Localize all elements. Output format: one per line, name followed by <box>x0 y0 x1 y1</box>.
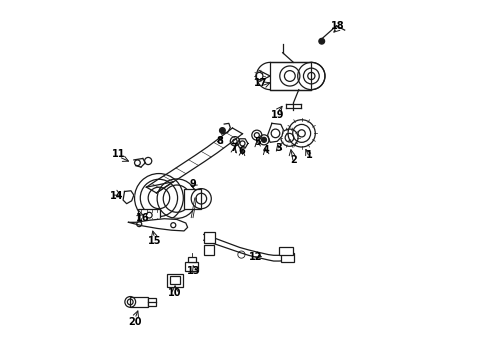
Text: 16: 16 <box>136 213 149 222</box>
Polygon shape <box>128 219 188 231</box>
Polygon shape <box>237 139 248 148</box>
Text: 13: 13 <box>187 266 201 276</box>
Circle shape <box>220 128 225 134</box>
Text: 14: 14 <box>110 191 123 201</box>
Bar <box>188 257 196 262</box>
Text: 4: 4 <box>263 144 269 154</box>
Polygon shape <box>268 123 283 142</box>
Text: 7: 7 <box>231 143 238 153</box>
Bar <box>167 274 183 287</box>
Polygon shape <box>123 191 134 204</box>
Text: 9: 9 <box>190 179 196 189</box>
Bar <box>186 262 198 271</box>
Text: 2: 2 <box>290 155 297 165</box>
Bar <box>139 209 160 222</box>
Text: 11: 11 <box>112 149 125 159</box>
Text: 19: 19 <box>270 111 284 121</box>
Text: 8: 8 <box>217 136 223 145</box>
Text: 12: 12 <box>249 252 263 262</box>
Bar <box>204 232 215 243</box>
Text: 5: 5 <box>254 138 261 147</box>
Bar <box>170 276 180 284</box>
Bar <box>279 247 294 255</box>
Text: 18: 18 <box>331 21 344 31</box>
Text: 3: 3 <box>276 143 282 153</box>
Text: 1: 1 <box>306 150 313 160</box>
Text: 20: 20 <box>128 317 142 327</box>
Text: 6: 6 <box>239 146 245 156</box>
Bar <box>281 253 294 262</box>
Circle shape <box>262 137 267 142</box>
Bar <box>148 298 156 306</box>
Text: 15: 15 <box>148 236 161 246</box>
Bar <box>204 245 214 255</box>
Text: 10: 10 <box>169 288 182 298</box>
Circle shape <box>271 129 280 138</box>
Bar <box>130 297 148 307</box>
Text: 17: 17 <box>254 78 268 88</box>
Bar <box>270 62 311 90</box>
Bar <box>184 189 201 209</box>
Circle shape <box>319 39 324 44</box>
